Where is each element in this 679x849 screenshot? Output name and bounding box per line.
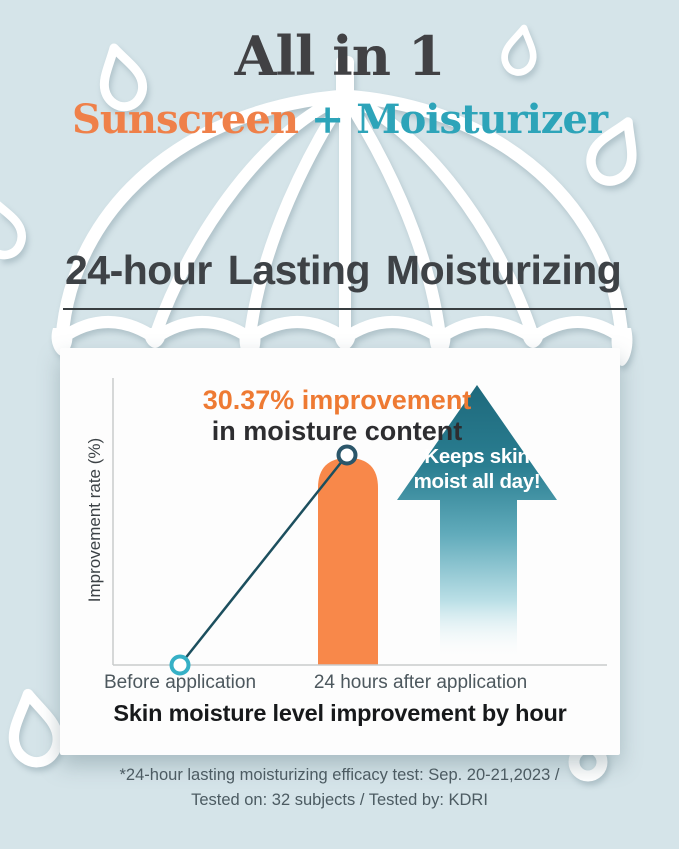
chart-card: 30.37% improvement in moisture content I…: [60, 348, 620, 755]
section-heading: 24-hour Lasting Moisturizing: [63, 247, 628, 310]
umbrella-icon: [51, 56, 633, 366]
data-point-after: [336, 444, 358, 466]
water-drop-icon: [99, 43, 148, 112]
umbrella-pole-tip: [336, 56, 354, 100]
x-tick-before: Before application: [103, 672, 257, 693]
bar-after-application: [318, 458, 378, 665]
disclaimer-line2: Tested on: 32 subjects / Tested by: KDRI: [191, 791, 488, 809]
disclaimer-line1: *24-hour lasting moisturizing efficacy t…: [119, 766, 560, 784]
water-drop-icon: [0, 195, 26, 260]
x-tick-after: 24 hours after application: [313, 672, 528, 693]
arrow-callout: Keeps skin moist all day!: [377, 444, 577, 494]
annotation-subtext: in moisture content: [211, 416, 463, 446]
callout-line2: moist all day!: [413, 470, 541, 493]
callout-line1: Keeps skin: [424, 445, 530, 468]
annotation-highlight: 30.37% improvement: [202, 385, 472, 415]
chart-plot: [112, 378, 607, 676]
subtitle-moisturizer: + Moisturizer: [297, 96, 608, 143]
water-drop-icon: [501, 24, 537, 76]
data-point-before: [169, 654, 191, 676]
water-drop-icon: [586, 117, 637, 186]
chart-title: Skin moisture level improvement by hour: [113, 700, 567, 726]
water-drop-icon: [8, 688, 63, 768]
page-title: All in 1: [234, 24, 446, 88]
up-arrow-shape: [397, 385, 557, 656]
test-disclaimer: *24-hour lasting moisturizing efficacy t…: [0, 763, 679, 813]
chart-annotation: 30.37% improvement in moisture content: [130, 385, 544, 447]
y-axis-label: Improvement rate (%): [85, 437, 104, 603]
trend-line: [179, 454, 348, 666]
subtitle-sunscreen: Sunscreen: [71, 96, 299, 143]
page-subtitle: Sunscreen + Moisturizer: [0, 96, 679, 143]
